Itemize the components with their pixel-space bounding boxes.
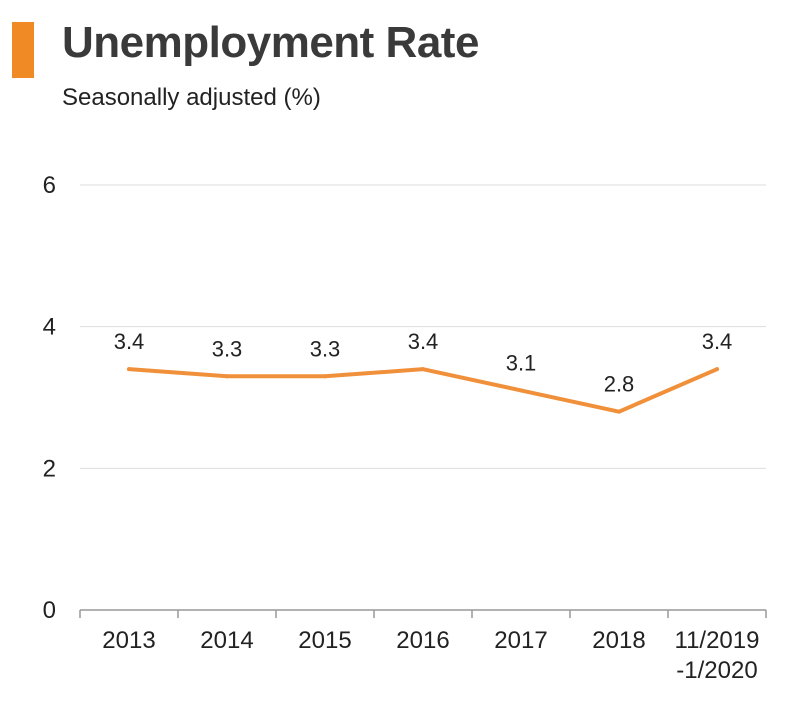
y-tick-label: 2: [43, 455, 56, 482]
x-tick-label: 11/2019 -1/2020: [675, 627, 760, 684]
data-point: [323, 374, 327, 379]
x-tick-label: 2013: [102, 627, 155, 654]
data-point: [127, 367, 131, 372]
data-label: 3.4: [114, 329, 145, 354]
data-point: [421, 367, 425, 372]
x-tick-label: 2018: [592, 627, 645, 654]
data-label: 3.4: [702, 329, 733, 354]
x-tick-label: 2016: [396, 627, 449, 654]
data-label: 2.8: [604, 372, 635, 397]
data-label: 3.4: [408, 329, 439, 354]
x-tick-label: 2014: [200, 627, 253, 654]
chart-title: Unemployment Rate: [62, 18, 479, 67]
x-tick-label: 2017: [494, 627, 547, 654]
data-label: 3.3: [212, 336, 243, 361]
title-accent-bar: [12, 22, 34, 78]
x-tick-label: 2015: [298, 627, 351, 654]
y-tick-label: 4: [43, 314, 56, 341]
data-point: [519, 388, 523, 393]
data-point: [715, 367, 719, 372]
data-label: 3.1: [506, 350, 537, 375]
data-point: [225, 374, 229, 379]
y-tick-label: 0: [43, 597, 56, 624]
y-tick-label: 6: [43, 172, 56, 199]
chart-subtitle: Seasonally adjusted (%): [62, 84, 321, 111]
data-point: [617, 409, 621, 414]
data-label: 3.3: [310, 336, 341, 361]
